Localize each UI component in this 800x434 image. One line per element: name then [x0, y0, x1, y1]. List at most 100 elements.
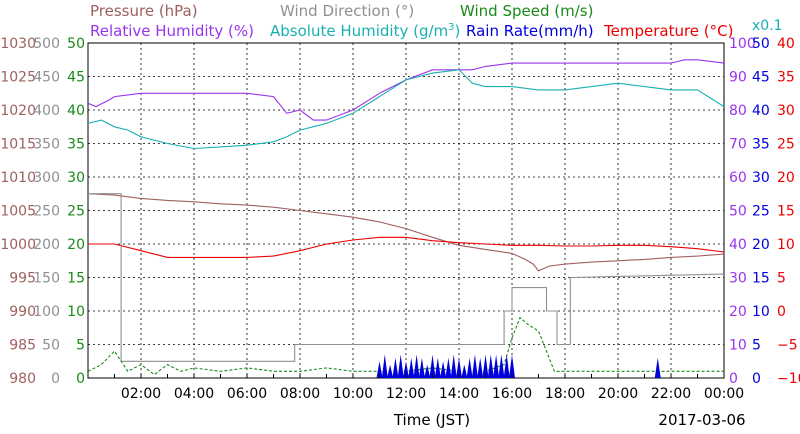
rain-rate-bar [440, 361, 447, 378]
series-line-temperature-c [88, 236, 725, 258]
y-tick-label: 1000 [0, 237, 36, 253]
legend-entry-text: Absolute Humidity (g/m [270, 22, 448, 40]
rain-rate-bar [654, 357, 661, 378]
x-tick-label: 22:00 [651, 386, 691, 402]
y-tick-label: 35 [67, 137, 85, 153]
y-tick-label: 35 [752, 137, 770, 153]
y-tick-label: 20 [67, 237, 85, 253]
y-tick-label: 985 [9, 338, 36, 354]
series-line-absolute-humidity-g-m3-x0-1 [87, 69, 725, 150]
y-tick-label: 50 [752, 36, 770, 52]
rain-rate-bar [397, 354, 404, 378]
legend-entry: Absolute Humidity (g/m3) [270, 22, 460, 40]
y-tick-label: 30 [752, 170, 770, 186]
y-tick-label: 1005 [0, 204, 36, 220]
legend-entry: Pressure (hPa) [90, 2, 198, 20]
rain-rate-bar [493, 354, 500, 378]
y-tick-label: 980 [9, 371, 36, 387]
y-tick-label: 0 [752, 371, 761, 387]
y-tick-label: 1020 [0, 103, 36, 119]
x-tick-label: 04:00 [174, 386, 214, 402]
y-tick-label: 350 [33, 137, 60, 153]
y-tick-label: 30 [67, 170, 85, 186]
rain-rate-bar [434, 357, 441, 378]
rain-rate-bar [387, 364, 394, 378]
rain-rate-bar [376, 361, 383, 378]
y-tick-label: 1015 [0, 137, 36, 153]
y-tick-label: 10 [777, 237, 795, 253]
y-tick-label: 15 [752, 271, 770, 287]
axes: 02:00 04:00 06:00 08:00 10:00 12:00 14:00 16:00… [0, 36, 800, 402]
y-tick-label: 40 [777, 36, 795, 52]
date-label: 2017-03-06 [658, 411, 745, 429]
x-tick-label: 18:00 [545, 386, 585, 402]
y-tick-label: 35 [777, 70, 795, 86]
y-tick-label: 10 [67, 304, 85, 320]
legend-entry: Rain Rate(mm/h) [466, 22, 594, 40]
legend-entry-text: Relative Humidity (%) [90, 22, 254, 40]
y-tick-label: 5 [752, 338, 761, 354]
rain-rate-bar [424, 364, 431, 378]
y-tick-label: 1010 [0, 170, 36, 186]
y-tick-label: 80 [729, 103, 747, 119]
legend-entry: Wind Direction (°) [280, 2, 414, 20]
y-tick-label: −10 [777, 371, 800, 387]
y-tick-label: 250 [33, 204, 60, 220]
rain-rate-bar [408, 357, 415, 378]
legend: Pressure (hPa) Wind Direction (°) Wind Spe… [90, 2, 783, 40]
y-tick-label: 60 [729, 170, 747, 186]
y-tick-label: 100 [33, 304, 60, 320]
rain-rate-bar [418, 357, 425, 378]
rain-rate-bar [381, 354, 388, 378]
y-tick-label: 20 [729, 304, 747, 320]
series-line-wind-speed-m-s [87, 316, 724, 376]
legend-superscript: 3 [448, 22, 454, 33]
legend-entry-text: Rain Rate(mm/h) [466, 22, 594, 40]
y-tick-label: 15 [67, 271, 85, 287]
y-tick-label: 45 [752, 70, 770, 86]
rain-rate-bar [392, 357, 399, 378]
rain-rate-bar [445, 357, 452, 378]
y-tick-label: 0 [51, 371, 60, 387]
rain-rate-bar [413, 354, 420, 378]
series-line-relative-humidity [87, 59, 725, 121]
rain-rate-bars [376, 354, 661, 378]
abs-humidity-scale-label: x0.1 [752, 18, 783, 34]
x-axis-title: Time (JST) [393, 411, 470, 429]
y-tick-label: 200 [33, 237, 60, 253]
y-tick-label: 40 [67, 103, 85, 119]
rain-rate-bar [477, 357, 484, 378]
y-tick-label: 300 [33, 170, 60, 186]
y-tick-label: 100 [729, 36, 756, 52]
rain-rate-bar [461, 364, 468, 378]
y-tick-label: 50 [42, 338, 60, 354]
y-tick-label: 1025 [0, 70, 36, 86]
y-tick-label: 25 [777, 137, 795, 153]
x-tick-label: 06:00 [227, 386, 267, 402]
x-tick-label: 12:00 [386, 386, 426, 402]
legend-entry: Wind Speed (m/s) [460, 2, 593, 20]
rain-rate-bar [403, 361, 409, 378]
y-tick-label: 50 [729, 204, 747, 220]
y-tick-label: 0 [729, 371, 738, 387]
legend-entry-text: Temperature (°C) [603, 22, 733, 40]
y-tick-label: 70 [729, 137, 747, 153]
y-tick-label: 20 [752, 237, 770, 253]
legend-entry: Relative Humidity (%) [90, 22, 254, 40]
y-tick-label: 30 [777, 103, 795, 119]
rain-rate-bar [429, 354, 436, 378]
y-tick-label: 25 [67, 204, 85, 220]
x-tick-label: 20:00 [598, 386, 638, 402]
y-tick-label: 20 [777, 170, 795, 186]
y-tick-label: 450 [33, 70, 60, 86]
y-tick-label: 30 [729, 271, 747, 287]
x-tick-label: 00:00 [704, 386, 744, 402]
y-tick-label: 0 [777, 304, 786, 320]
legend-entry: Temperature (°C) [603, 22, 733, 40]
series-line-wind-direction [88, 193, 725, 362]
y-tick-label: −5 [777, 338, 798, 354]
rain-rate-bar [471, 354, 478, 378]
y-tick-label: 0 [76, 371, 85, 387]
y-tick-label: 40 [752, 103, 770, 119]
